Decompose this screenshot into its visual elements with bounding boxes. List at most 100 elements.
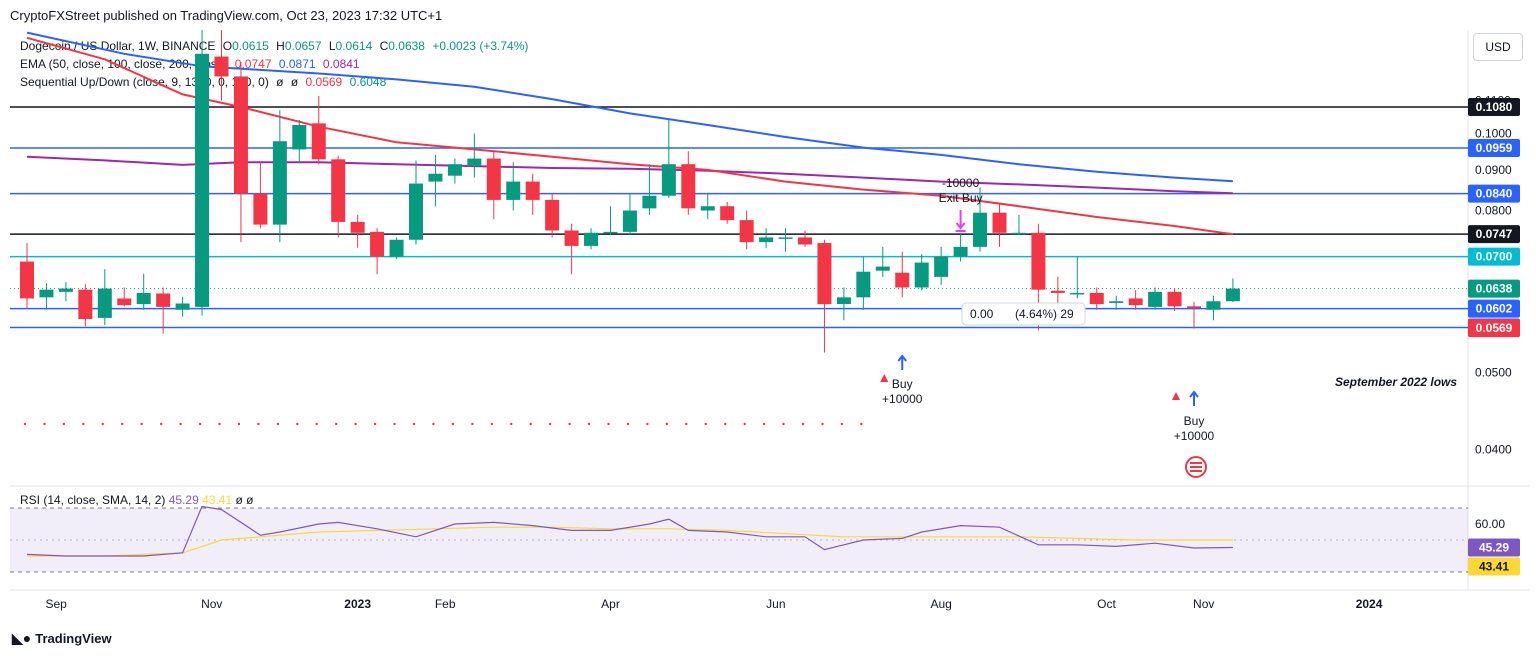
candle-body — [1206, 301, 1221, 310]
candle-body — [1167, 291, 1182, 307]
sequential-dot — [82, 422, 85, 426]
candle-body — [720, 206, 735, 221]
candle-body — [447, 164, 462, 176]
candle-body — [350, 221, 365, 233]
candle-body — [370, 231, 385, 257]
candle-body — [1050, 290, 1065, 293]
time-tick-label: Nov — [201, 597, 222, 611]
sequential-dot — [743, 422, 746, 426]
sequential-dot — [373, 422, 377, 426]
sequential-dot — [432, 422, 435, 426]
candle-body — [233, 76, 248, 194]
candle-body — [253, 193, 268, 225]
sequential-dot — [529, 422, 532, 426]
candle-body — [39, 289, 54, 298]
candle — [525, 173, 540, 215]
level-tag — [1468, 299, 1520, 318]
sequential-dot — [840, 422, 844, 426]
rsi-tick-label: 60.00 — [1475, 517, 1505, 531]
sequential-dot — [607, 422, 610, 426]
buy-label-top: Buy — [892, 377, 913, 391]
candle — [642, 164, 657, 215]
horizontal-lines — [10, 106, 1468, 329]
candle — [136, 273, 151, 310]
ema-legend[interactable]: EMA (50, close, 100, close, 200, close) … — [20, 57, 364, 71]
price-tag-label: 0.0638 — [1476, 282, 1513, 296]
sequential-a: ø — [276, 75, 284, 89]
candle-body — [973, 212, 988, 247]
candle — [20, 243, 34, 309]
sequential-dot — [315, 422, 318, 426]
measure-value: 0.00 — [970, 307, 994, 321]
open-value: 0.0615 — [232, 39, 269, 53]
candle-body — [545, 199, 560, 231]
candle-body — [292, 125, 307, 150]
sequential-dot — [296, 422, 299, 426]
candle — [953, 232, 968, 262]
candle — [1011, 214, 1026, 236]
candle-body — [564, 230, 579, 246]
measure-box — [961, 302, 1086, 326]
candle-body — [681, 164, 696, 209]
candle — [1128, 290, 1143, 310]
support-note: September 2022 lows — [1335, 375, 1457, 389]
low-label: L — [328, 39, 336, 53]
sequential-dot — [724, 422, 727, 426]
exit-label-top: -10000 — [942, 176, 980, 190]
sequential-dot — [43, 422, 46, 426]
close-value: 0.0638 — [388, 39, 425, 53]
candle — [700, 193, 715, 220]
sell-triangle-icon — [1172, 392, 1180, 400]
candle — [409, 160, 423, 245]
sequential-dot — [782, 422, 785, 426]
candle-body — [389, 239, 404, 257]
level-tag-label: 0.0747 — [1476, 227, 1513, 241]
candle-body — [875, 266, 890, 271]
rsi-value: 45.29 — [168, 493, 199, 507]
sequential-dot — [121, 422, 124, 426]
candle — [759, 228, 774, 248]
sequential-dot — [451, 422, 455, 426]
price-axis: 0.11000.10000.09000.08000.07000.06000.05… — [1468, 94, 1520, 457]
candle-body — [1187, 306, 1201, 309]
sequential-dot — [490, 422, 493, 426]
rsi-panel: 60.00 45.29 43.41 — [10, 505, 1520, 576]
candle-body — [525, 181, 540, 200]
sequential-dot — [510, 422, 513, 426]
sequential-dot — [198, 422, 202, 426]
price-tick-label: 0.1000 — [1475, 127, 1512, 141]
candle-body — [739, 220, 754, 243]
level-tag-label: 0.0602 — [1476, 302, 1513, 316]
candle — [973, 187, 988, 252]
exit-arrow-icon — [955, 210, 966, 232]
candle-body — [700, 206, 715, 211]
candle — [214, 30, 229, 101]
tradingview-logo[interactable]: ◣● TradingView — [12, 630, 112, 647]
sequential-dot — [335, 422, 338, 426]
rsi-b: ø — [246, 493, 254, 507]
price-tick-label: 0.0400 — [1475, 443, 1512, 457]
currency-button[interactable]: USD — [1473, 33, 1523, 61]
candle — [78, 284, 93, 327]
level-tag — [1468, 225, 1520, 244]
candle-body — [156, 293, 171, 307]
candle-body — [1011, 232, 1026, 235]
price-tick-label: 0.0900 — [1475, 163, 1512, 177]
candle — [545, 193, 560, 238]
measure-percent: (4.64%) 29 — [1015, 307, 1074, 321]
sequential-dot — [159, 422, 163, 426]
candle — [350, 214, 365, 248]
candle-body — [58, 288, 73, 292]
candle-body — [642, 195, 657, 209]
time-tick-label: Aug — [930, 597, 951, 611]
tradingview-brand: TradingView — [35, 631, 112, 646]
candle-body — [117, 298, 132, 306]
candle — [253, 162, 268, 229]
tradingview-logo-icon: ◣● — [12, 630, 32, 646]
candle — [1089, 287, 1104, 310]
rsi-legend[interactable]: RSI (14, close, SMA, 14, 2) 45.29 43.41 … — [20, 493, 254, 507]
high-value: 0.0657 — [284, 39, 322, 53]
candle — [58, 282, 73, 302]
candle — [39, 283, 54, 310]
